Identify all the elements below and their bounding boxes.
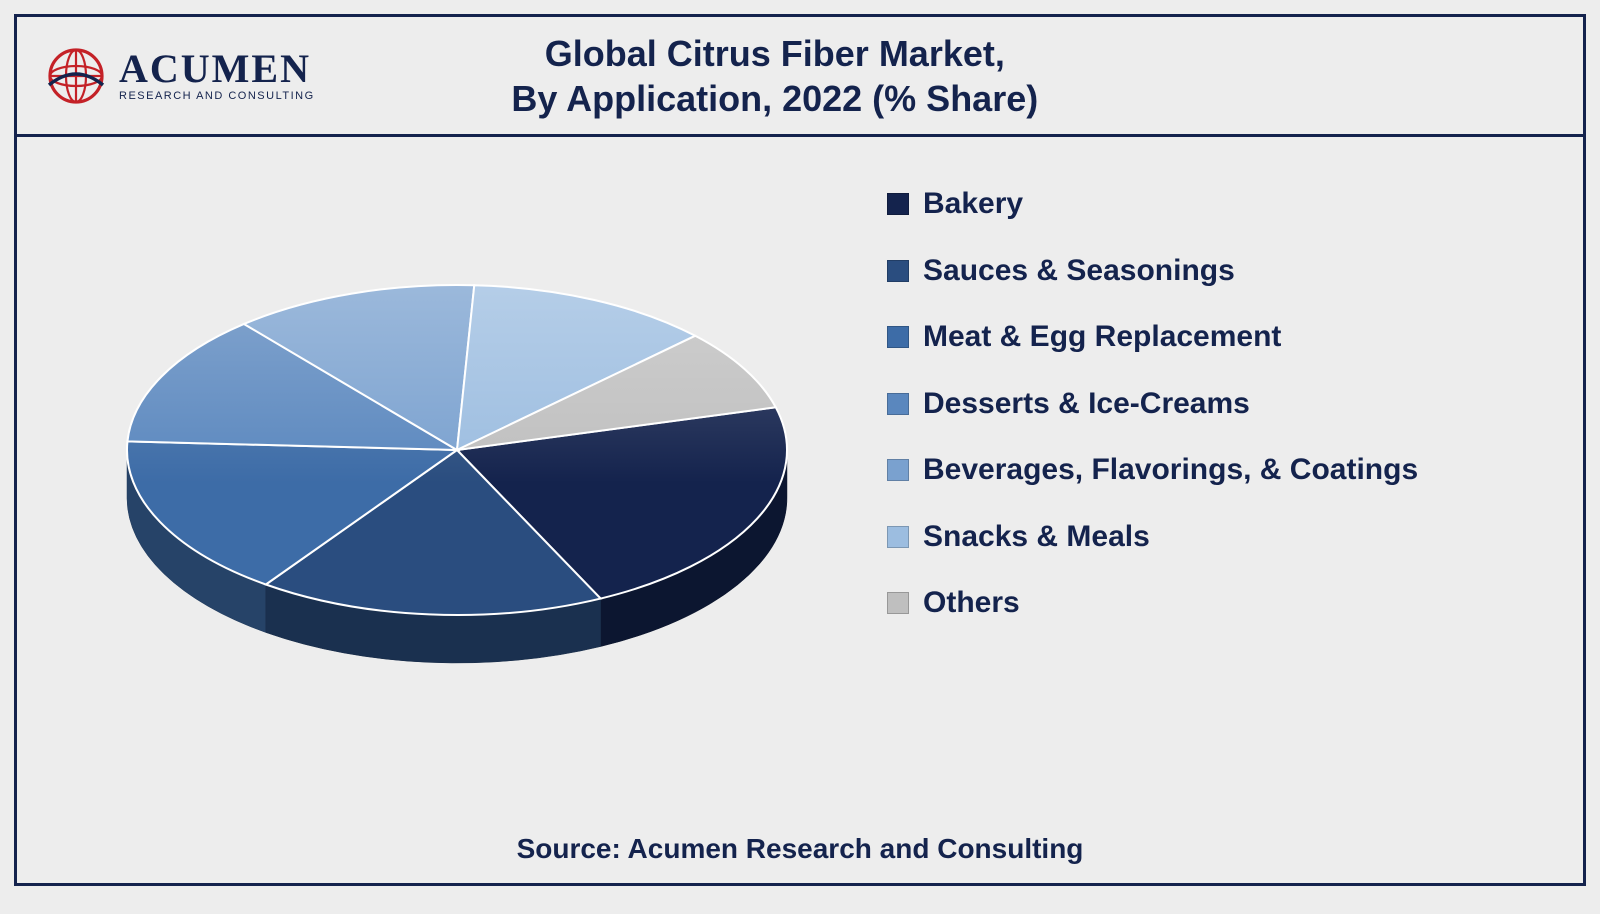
- legend: Bakery Sauces & Seasonings Meat & Egg Repl…: [877, 137, 1583, 883]
- legend-item: Desserts & Ice-Creams: [887, 387, 1543, 422]
- brand-name: ACUMEN: [119, 49, 315, 89]
- legend-swatch: [887, 193, 909, 215]
- chart-title: Global Citrus Fiber Market, By Applicati…: [315, 31, 1555, 121]
- legend-label: Beverages, Flavorings, & Coatings: [923, 453, 1418, 488]
- title-line-1: Global Citrus Fiber Market,: [315, 31, 1235, 76]
- globe-icon: [45, 45, 107, 107]
- legend-swatch: [887, 326, 909, 348]
- legend-label: Bakery: [923, 187, 1023, 222]
- legend-swatch: [887, 459, 909, 481]
- pie-chart: [17, 137, 877, 883]
- legend-swatch: [887, 260, 909, 282]
- pie-svg: [67, 230, 827, 750]
- legend-item: Bakery: [887, 187, 1543, 222]
- pie-stage: [67, 230, 827, 750]
- logo-text: ACUMEN RESEARCH AND CONSULTING: [119, 49, 315, 102]
- brand-tagline: RESEARCH AND CONSULTING: [119, 91, 315, 102]
- legend-swatch: [887, 393, 909, 415]
- legend-label: Meat & Egg Replacement: [923, 320, 1281, 355]
- legend-label: Sauces & Seasonings: [923, 254, 1235, 289]
- pie-highlight: [127, 285, 787, 615]
- source-text: Source: Acumen Research and Consulting: [17, 833, 1583, 865]
- legend-item: Others: [887, 586, 1543, 621]
- legend-swatch: [887, 526, 909, 548]
- header: ACUMEN RESEARCH AND CONSULTING Global Ci…: [17, 17, 1583, 137]
- legend-item: Meat & Egg Replacement: [887, 320, 1543, 355]
- legend-label: Snacks & Meals: [923, 520, 1150, 555]
- legend-label: Desserts & Ice-Creams: [923, 387, 1250, 422]
- legend-item: Sauces & Seasonings: [887, 254, 1543, 289]
- frame: ACUMEN RESEARCH AND CONSULTING Global Ci…: [14, 14, 1586, 886]
- legend-item: Snacks & Meals: [887, 520, 1543, 555]
- legend-swatch: [887, 592, 909, 614]
- logo: ACUMEN RESEARCH AND CONSULTING: [45, 45, 315, 107]
- legend-item: Beverages, Flavorings, & Coatings: [887, 453, 1543, 488]
- body: Bakery Sauces & Seasonings Meat & Egg Repl…: [17, 137, 1583, 883]
- title-line-2: By Application, 2022 (% Share): [315, 76, 1235, 121]
- legend-label: Others: [923, 586, 1020, 621]
